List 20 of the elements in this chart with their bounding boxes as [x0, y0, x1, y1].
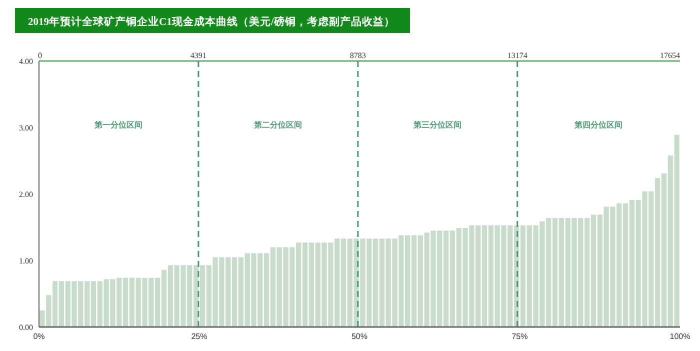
chart-title: 2019年预计全球矿产铜企业C1现金成本曲线（美元/磅铜，考虑副产品收益）: [28, 15, 395, 28]
y-tick-label: 1.00: [19, 256, 33, 266]
x2-tick-label: 8783: [350, 51, 366, 60]
y-tick-label: 2.00: [19, 190, 33, 199]
x-tick-label: 0%: [33, 332, 45, 341]
y-tick-label: 3.00: [19, 124, 33, 132]
x2-tick-label: 0: [38, 51, 42, 60]
y-tick-label: 4.00: [19, 57, 33, 66]
annotation: 第三分位区间: [412, 120, 462, 130]
y-tick-label: 0.00: [19, 323, 33, 332]
annotation: 第二分位区间: [253, 120, 302, 130]
annotation: 第一分位区间: [94, 120, 143, 130]
annotation: 第四分位区间: [574, 120, 623, 130]
x2-tick-label: 17654: [660, 51, 680, 60]
x2-tick-label: 13174: [507, 51, 528, 60]
x2-tick-label: 4391: [190, 51, 206, 60]
x-tick-label: 100%: [670, 332, 690, 341]
x-tick-label: 25%: [191, 332, 208, 341]
x-tick-label: 50%: [351, 332, 368, 341]
x-tick-label: 75%: [512, 332, 528, 341]
